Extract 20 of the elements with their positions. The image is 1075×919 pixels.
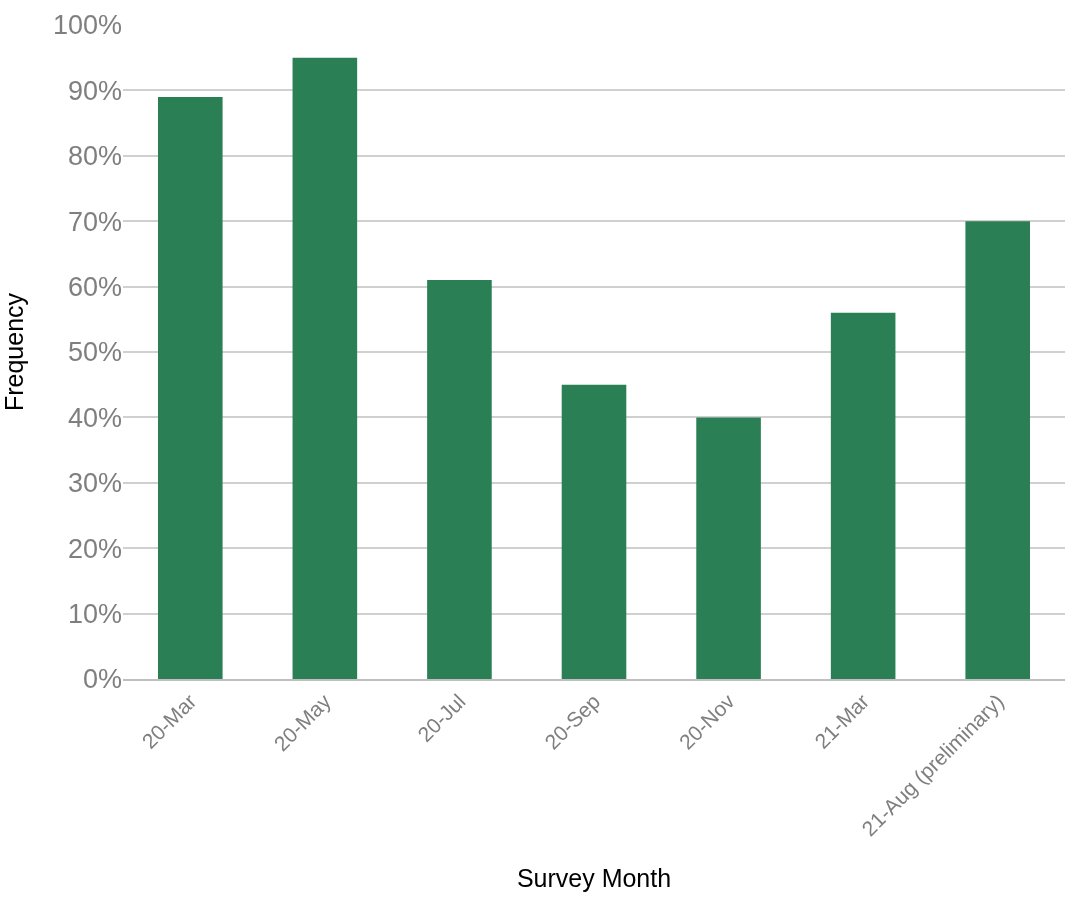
y-tick-label: 100% <box>52 10 122 41</box>
y-tick-label: 90% <box>67 75 122 106</box>
bar <box>696 417 761 679</box>
x-axis-title: Survey Month <box>516 863 672 892</box>
y-tick-label: 80% <box>67 141 122 172</box>
bar <box>157 96 223 679</box>
y-tick-label: 10% <box>67 599 122 630</box>
bar <box>830 312 896 679</box>
bar <box>561 384 627 679</box>
y-tick-label: 30% <box>67 468 122 499</box>
y-tick-label: 50% <box>67 337 122 368</box>
y-tick-label: 60% <box>67 272 122 303</box>
y-tick-label: 70% <box>67 206 122 237</box>
y-tick-label: 20% <box>67 533 122 564</box>
bar <box>427 280 492 679</box>
bar <box>292 57 358 679</box>
y-tick-label: 40% <box>67 402 122 433</box>
y-axis-title: Frequency <box>0 292 28 412</box>
y-tick-label: 0% <box>82 664 122 695</box>
bar <box>965 221 1031 679</box>
